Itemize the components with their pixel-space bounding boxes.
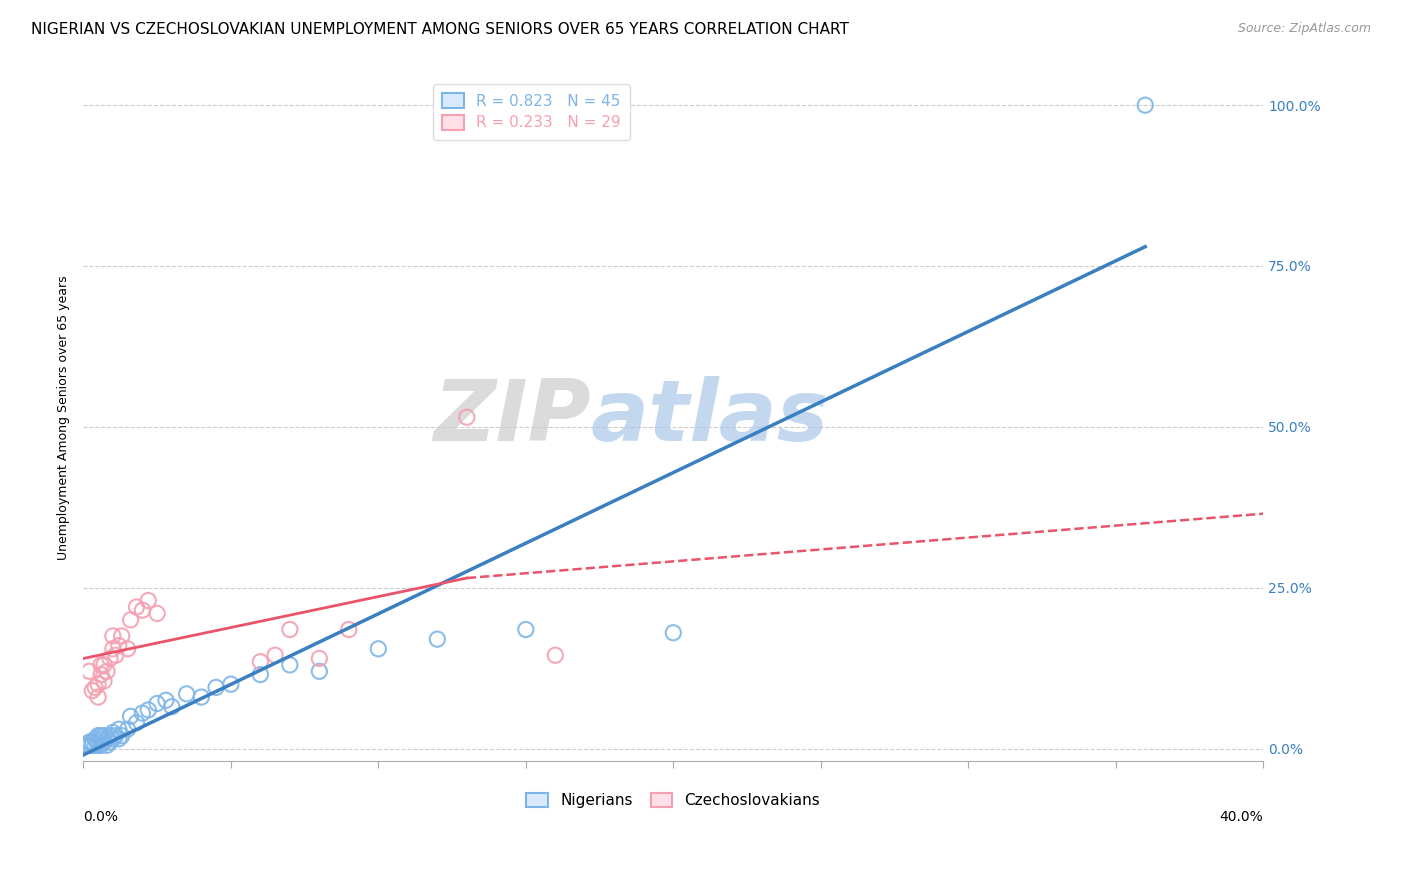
Point bbox=[77, 739, 100, 753]
Point bbox=[176, 687, 198, 701]
Point bbox=[82, 739, 104, 753]
Y-axis label: Unemployment Among Seniors over 65 years: Unemployment Among Seniors over 65 years bbox=[58, 275, 70, 559]
Point bbox=[90, 657, 112, 672]
Point bbox=[155, 693, 177, 707]
Point bbox=[90, 667, 112, 681]
Point bbox=[104, 648, 127, 663]
Point bbox=[93, 729, 115, 743]
Legend: Nigerians, Czechoslovakians: Nigerians, Czechoslovakians bbox=[519, 785, 828, 815]
Point bbox=[84, 681, 107, 695]
Point bbox=[101, 629, 124, 643]
Point bbox=[96, 739, 118, 753]
Text: Source: ZipAtlas.com: Source: ZipAtlas.com bbox=[1237, 22, 1371, 36]
Point bbox=[117, 641, 139, 656]
Point bbox=[278, 623, 301, 637]
Point bbox=[75, 739, 97, 753]
Point bbox=[90, 739, 112, 753]
Point bbox=[136, 703, 159, 717]
Text: 40.0%: 40.0% bbox=[1219, 810, 1263, 823]
Point bbox=[93, 735, 115, 749]
Point bbox=[125, 715, 148, 730]
Point bbox=[96, 731, 118, 746]
Point bbox=[98, 651, 121, 665]
Point bbox=[264, 648, 287, 663]
Point bbox=[219, 677, 242, 691]
Point bbox=[111, 629, 134, 643]
Point bbox=[90, 731, 112, 746]
Point bbox=[77, 665, 100, 679]
Point bbox=[98, 729, 121, 743]
Point bbox=[84, 739, 107, 753]
Point bbox=[111, 729, 134, 743]
Point bbox=[90, 729, 112, 743]
Point bbox=[93, 657, 115, 672]
Point bbox=[136, 593, 159, 607]
Point bbox=[544, 648, 567, 663]
Text: atlas: atlas bbox=[591, 376, 828, 458]
Point bbox=[120, 709, 142, 723]
Point bbox=[131, 706, 153, 720]
Point bbox=[101, 725, 124, 739]
Point bbox=[515, 623, 537, 637]
Point bbox=[87, 735, 110, 749]
Point bbox=[662, 625, 685, 640]
Point bbox=[426, 632, 449, 647]
Point bbox=[84, 731, 107, 746]
Point bbox=[107, 723, 129, 737]
Point bbox=[87, 690, 110, 704]
Point bbox=[101, 641, 124, 656]
Text: 0.0%: 0.0% bbox=[83, 810, 118, 823]
Point bbox=[82, 683, 104, 698]
Point bbox=[87, 729, 110, 743]
Point bbox=[107, 731, 129, 746]
Point bbox=[131, 603, 153, 617]
Point bbox=[101, 731, 124, 746]
Point bbox=[98, 735, 121, 749]
Point bbox=[120, 613, 142, 627]
Point bbox=[96, 665, 118, 679]
Point bbox=[146, 697, 169, 711]
Point bbox=[278, 657, 301, 672]
Point bbox=[367, 641, 389, 656]
Point bbox=[337, 623, 360, 637]
Point bbox=[87, 739, 110, 753]
Point bbox=[308, 651, 330, 665]
Point bbox=[107, 639, 129, 653]
Point bbox=[1135, 98, 1157, 112]
Text: NIGERIAN VS CZECHOSLOVAKIAN UNEMPLOYMENT AMONG SENIORS OVER 65 YEARS CORRELATION: NIGERIAN VS CZECHOSLOVAKIAN UNEMPLOYMENT… bbox=[31, 22, 849, 37]
Point bbox=[308, 665, 330, 679]
Point bbox=[104, 729, 127, 743]
Point bbox=[249, 667, 271, 681]
Point bbox=[117, 723, 139, 737]
Point bbox=[125, 599, 148, 614]
Text: ZIP: ZIP bbox=[433, 376, 591, 458]
Point bbox=[190, 690, 212, 704]
Point bbox=[87, 677, 110, 691]
Point bbox=[160, 699, 183, 714]
Point bbox=[77, 735, 100, 749]
Point bbox=[146, 607, 169, 621]
Point bbox=[456, 410, 478, 425]
Point bbox=[249, 655, 271, 669]
Point bbox=[82, 735, 104, 749]
Point bbox=[205, 681, 228, 695]
Point bbox=[93, 673, 115, 688]
